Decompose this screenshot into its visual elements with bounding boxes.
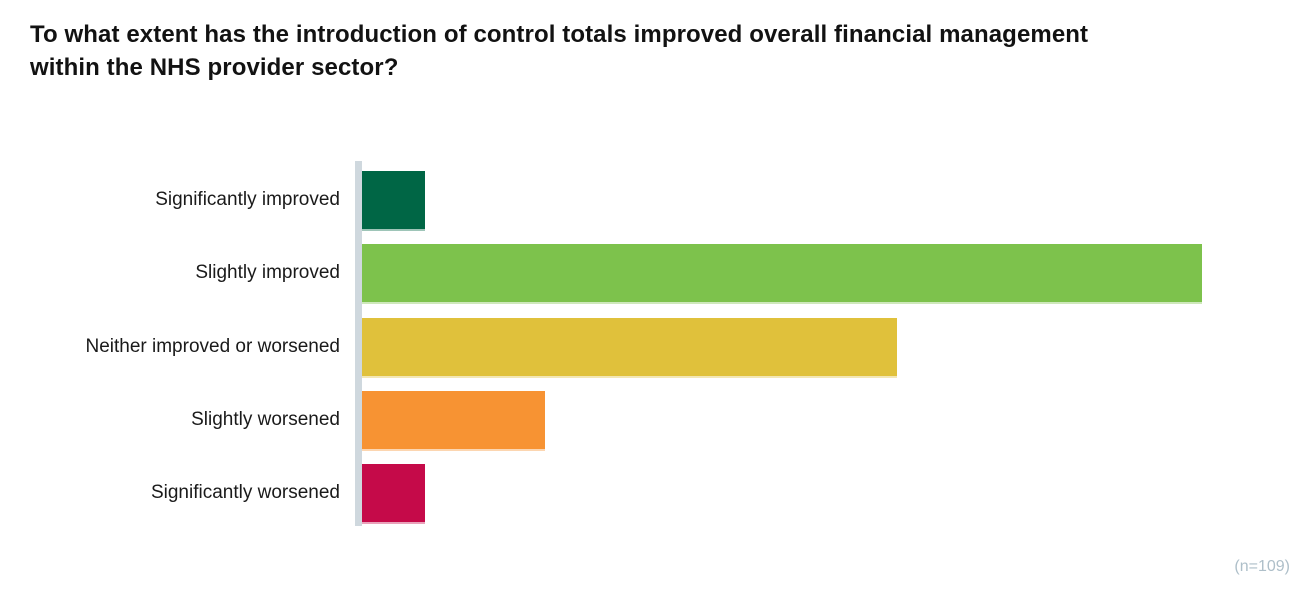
- category-label-slightly-worsened: Slightly worsened: [191, 409, 340, 430]
- bar-neither-improved-or-worsened: [362, 318, 898, 376]
- bar-significantly-worsened: [362, 464, 425, 522]
- bar-slightly-worsened: [362, 391, 545, 449]
- bar-row: Significantly improved: [0, 171, 1312, 229]
- bar-slightly-improved: [362, 244, 1203, 302]
- sample-size-note: (n=109): [1234, 558, 1290, 575]
- category-label-significantly-worsened: Significantly worsened: [150, 482, 340, 503]
- bar-significantly-improved: [362, 171, 425, 229]
- bar-row: Significantly worsened: [0, 464, 1312, 522]
- bar-row: Slightly worsened: [0, 391, 1312, 449]
- y-axis-line: [355, 161, 362, 526]
- category-label-neither-improved-or-worsened: Neither improved or worsened: [85, 336, 340, 357]
- chart-title: To what extent has the introduction of c…: [30, 21, 1089, 81]
- bar-row: Neither improved or worsened: [0, 318, 1312, 376]
- category-label-slightly-improved: Slightly improved: [195, 262, 340, 283]
- category-label-significantly-improved: Significantly improved: [155, 189, 340, 210]
- bar-row: Slightly improved: [0, 244, 1312, 302]
